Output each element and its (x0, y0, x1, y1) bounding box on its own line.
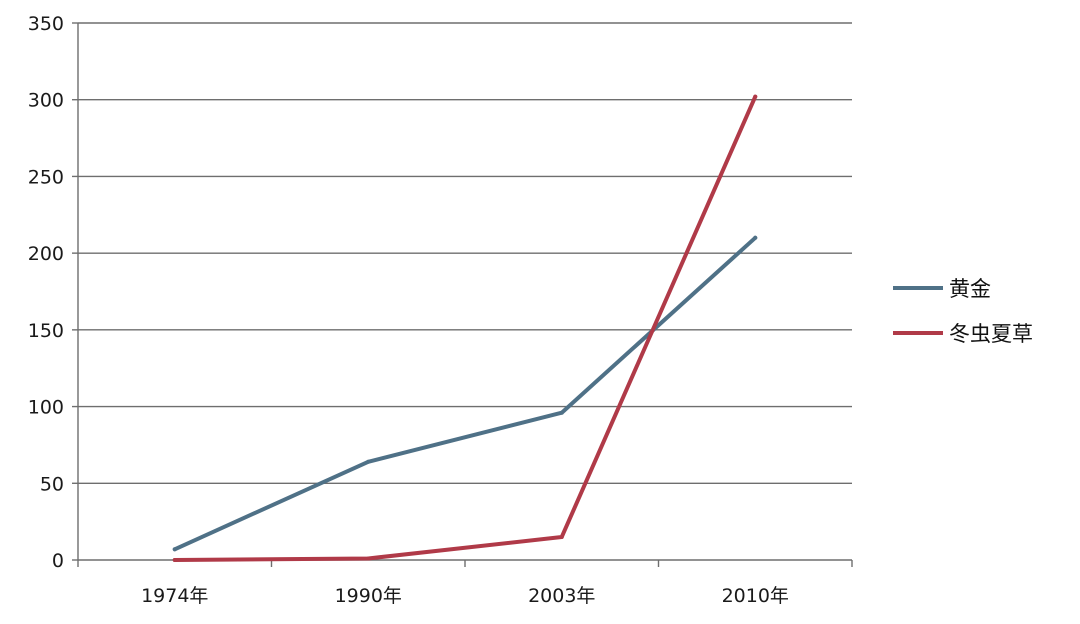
y-tick-label: 350 (28, 13, 64, 35)
series-line-2 (172, 94, 758, 562)
data-point (172, 547, 177, 552)
x-tick-label: 1974年 (141, 585, 208, 607)
y-tick-labels: 0 50 100 150 200 250 300 350 (28, 13, 64, 572)
axes (72, 22, 853, 567)
data-point (753, 235, 758, 240)
data-point (559, 534, 564, 539)
y-tick-label: 50 (40, 473, 64, 495)
y-tick-label: 150 (28, 320, 64, 342)
legend-label: 黄金 (949, 277, 991, 301)
data-point (559, 410, 564, 415)
data-point (172, 558, 177, 562)
y-tick-label: 250 (28, 166, 64, 188)
data-point (753, 94, 758, 99)
legend-label: 冬虫夏草 (949, 322, 1033, 346)
y-tick-label: 300 (28, 90, 64, 112)
gridlines (78, 22, 852, 484)
data-point (366, 556, 371, 561)
data-point (366, 459, 371, 464)
series-line-1 (172, 235, 758, 552)
x-tick-label: 1990年 (335, 585, 402, 607)
x-tick-label: 2003年 (528, 585, 595, 607)
y-tick-label: 100 (28, 397, 64, 419)
y-tick-label: 200 (28, 243, 64, 265)
x-tick-label: 2010年 (722, 585, 789, 607)
series-lines (172, 94, 758, 562)
x-tick-labels: 1974年 1990年 2003年 2010年 (141, 585, 789, 607)
y-tick-label: 0 (52, 550, 64, 572)
